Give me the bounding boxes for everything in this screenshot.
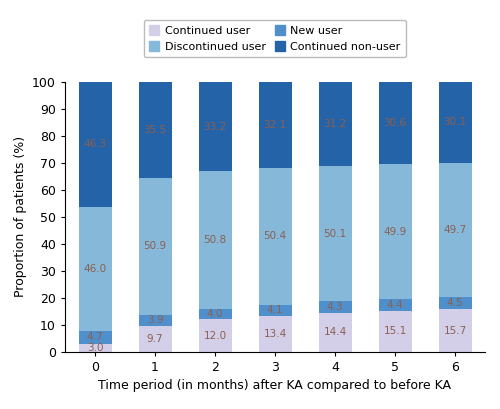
Text: 46.0: 46.0: [84, 264, 106, 274]
Bar: [318, 301, 352, 313]
Bar: [318, 313, 352, 352]
Bar: [138, 326, 172, 352]
Text: 4.5: 4.5: [446, 298, 464, 308]
Text: 49.9: 49.9: [384, 227, 406, 237]
Bar: [138, 178, 172, 315]
Bar: [198, 82, 232, 171]
Y-axis label: Proportion of patients (%): Proportion of patients (%): [14, 136, 26, 297]
Bar: [138, 82, 172, 178]
Text: 3.0: 3.0: [87, 343, 104, 353]
Text: 50.4: 50.4: [264, 231, 286, 241]
Text: 4.4: 4.4: [386, 300, 404, 310]
Bar: [438, 82, 472, 163]
Text: 13.4: 13.4: [264, 329, 286, 339]
Bar: [78, 331, 112, 344]
X-axis label: Time period (in months) after KA compared to before KA: Time period (in months) after KA compare…: [98, 379, 452, 392]
Bar: [378, 311, 412, 352]
Bar: [378, 82, 412, 164]
Text: 9.7: 9.7: [146, 334, 164, 344]
Bar: [198, 171, 232, 308]
Text: 14.4: 14.4: [324, 327, 346, 337]
Bar: [438, 163, 472, 297]
Bar: [138, 315, 172, 326]
Text: 32.1: 32.1: [264, 120, 286, 130]
Text: 50.8: 50.8: [204, 235, 227, 245]
Text: 46.3: 46.3: [84, 139, 106, 149]
Text: 4.1: 4.1: [266, 305, 283, 315]
Text: 4.0: 4.0: [207, 309, 223, 319]
Bar: [258, 316, 292, 352]
Bar: [258, 304, 292, 316]
Text: 30.1: 30.1: [444, 117, 466, 128]
Bar: [378, 299, 412, 311]
Text: 4.7: 4.7: [86, 332, 104, 342]
Text: 30.6: 30.6: [384, 118, 406, 128]
Text: 33.2: 33.2: [204, 121, 227, 132]
Bar: [258, 169, 292, 304]
Text: 49.7: 49.7: [444, 225, 466, 235]
Bar: [78, 207, 112, 331]
Legend: Continued user, Discontinued user, New user, Continued non-user: Continued user, Discontinued user, New u…: [144, 20, 406, 57]
Bar: [258, 82, 292, 169]
Text: 50.9: 50.9: [144, 241, 167, 251]
Bar: [438, 297, 472, 309]
Bar: [438, 309, 472, 352]
Bar: [198, 319, 232, 352]
Text: 31.2: 31.2: [324, 119, 346, 129]
Text: 15.1: 15.1: [384, 326, 406, 336]
Text: 4.3: 4.3: [326, 302, 344, 312]
Text: 12.0: 12.0: [204, 330, 227, 341]
Text: 3.9: 3.9: [146, 315, 164, 325]
Bar: [318, 82, 352, 166]
Bar: [78, 344, 112, 352]
Text: 35.5: 35.5: [144, 125, 167, 135]
Bar: [318, 166, 352, 301]
Bar: [198, 308, 232, 319]
Bar: [78, 82, 112, 207]
Text: 50.1: 50.1: [324, 229, 346, 238]
Bar: [378, 164, 412, 299]
Text: 15.7: 15.7: [444, 326, 466, 335]
